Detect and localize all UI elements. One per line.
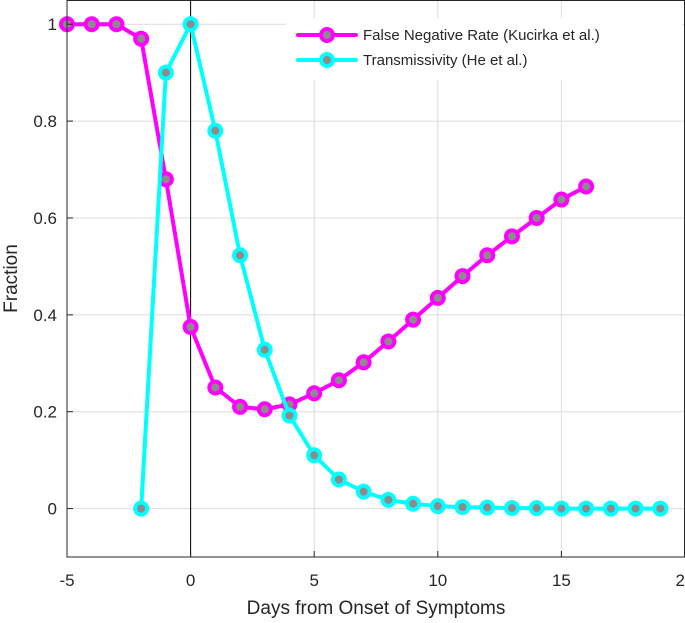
data-point-transmissivity-14 [479, 499, 496, 516]
legend-marker-false-negative [319, 27, 335, 43]
plot-background [67, 0, 685, 557]
data-point-false-negative-19 [528, 209, 545, 226]
data-point-transmissivity-20 [627, 500, 644, 517]
y-axis-title: Fraction [1, 244, 22, 313]
x-tick-label-4: 15 [552, 571, 571, 590]
legend-label-false-negative: False Negative Rate (Kucirka et al.) [363, 27, 600, 44]
legend: False Negative Rate (Kucirka et al.) Tra… [286, 18, 682, 80]
series-layer [59, 16, 669, 517]
data-point-transmissivity-19 [602, 500, 619, 517]
data-point-transmissivity-13 [454, 499, 471, 516]
data-point-false-negative-6 [207, 379, 224, 396]
data-point-false-negative-16 [454, 268, 471, 285]
data-point-transmissivity-3 [207, 122, 224, 139]
data-point-false-negative-7 [232, 398, 249, 415]
data-point-false-negative-10 [306, 385, 323, 402]
data-point-false-negative-20 [553, 191, 570, 208]
data-point-transmissivity-15 [503, 500, 520, 517]
x-tick-label-1: 0 [186, 571, 195, 590]
y-tick-label-0: 0 [48, 500, 57, 519]
data-point-transmissivity-16 [528, 500, 545, 517]
data-point-false-negative-3 [133, 30, 150, 47]
data-point-false-negative-12 [355, 354, 372, 371]
data-point-transmissivity-8 [330, 471, 347, 488]
data-point-transmissivity-7 [306, 447, 323, 464]
data-point-transmissivity-6 [281, 407, 298, 424]
legend-box [286, 18, 682, 80]
y-tick-label-2: 0.4 [33, 306, 57, 325]
data-point-false-negative-5 [182, 318, 199, 335]
data-point-false-negative-18 [503, 228, 520, 245]
y-tick-label-4: 0.8 [33, 112, 57, 131]
data-point-transmissivity-5 [256, 341, 273, 358]
data-point-false-negative-11 [330, 372, 347, 389]
data-point-transmissivity-1 [157, 64, 174, 81]
data-point-false-negative-14 [405, 311, 422, 328]
y-tick-label-1: 0.2 [33, 403, 57, 422]
data-point-false-negative-8 [256, 401, 273, 418]
data-point-transmissivity-4 [232, 247, 249, 264]
data-point-transmissivity-0 [133, 500, 150, 517]
data-point-transmissivity-18 [578, 500, 595, 517]
data-point-false-negative-15 [429, 289, 446, 306]
data-point-false-negative-17 [479, 247, 496, 264]
data-point-transmissivity-9 [355, 483, 372, 500]
x-tick-label-0: -5 [59, 571, 74, 590]
y-tick-labels: 0 0.2 0.4 0.6 0.8 1 [33, 15, 73, 519]
data-point-transmissivity-12 [429, 498, 446, 515]
y-tick-label-5: 1 [48, 15, 57, 34]
data-point-false-negative-21 [578, 178, 595, 195]
data-point-transmissivity-11 [405, 495, 422, 512]
data-point-transmissivity-17 [553, 500, 570, 517]
series-line-false-negative [65, 22, 589, 412]
legend-marker-transmissivity [319, 52, 335, 68]
data-point-transmissivity-2 [182, 16, 199, 33]
data-point-false-negative-2 [108, 16, 125, 33]
data-point-transmissivity-10 [380, 491, 397, 508]
data-point-transmissivity-21 [652, 500, 669, 517]
series-line-transmissivity [139, 22, 663, 511]
x-tick-label-5: 20 [676, 571, 685, 590]
x-tick-labels: -5 0 5 10 15 20 [59, 551, 685, 590]
legend-label-transmissivity: Transmissivity (He et al.) [363, 52, 527, 69]
data-point-false-negative-1 [83, 16, 100, 33]
x-tick-label-2: 5 [309, 571, 318, 590]
y-tick-label-3: 0.6 [33, 209, 57, 228]
x-axis-title: Days from Onset of Symptoms [247, 598, 506, 619]
x-tick-label-3: 10 [428, 571, 447, 590]
data-point-false-negative-13 [380, 333, 397, 350]
